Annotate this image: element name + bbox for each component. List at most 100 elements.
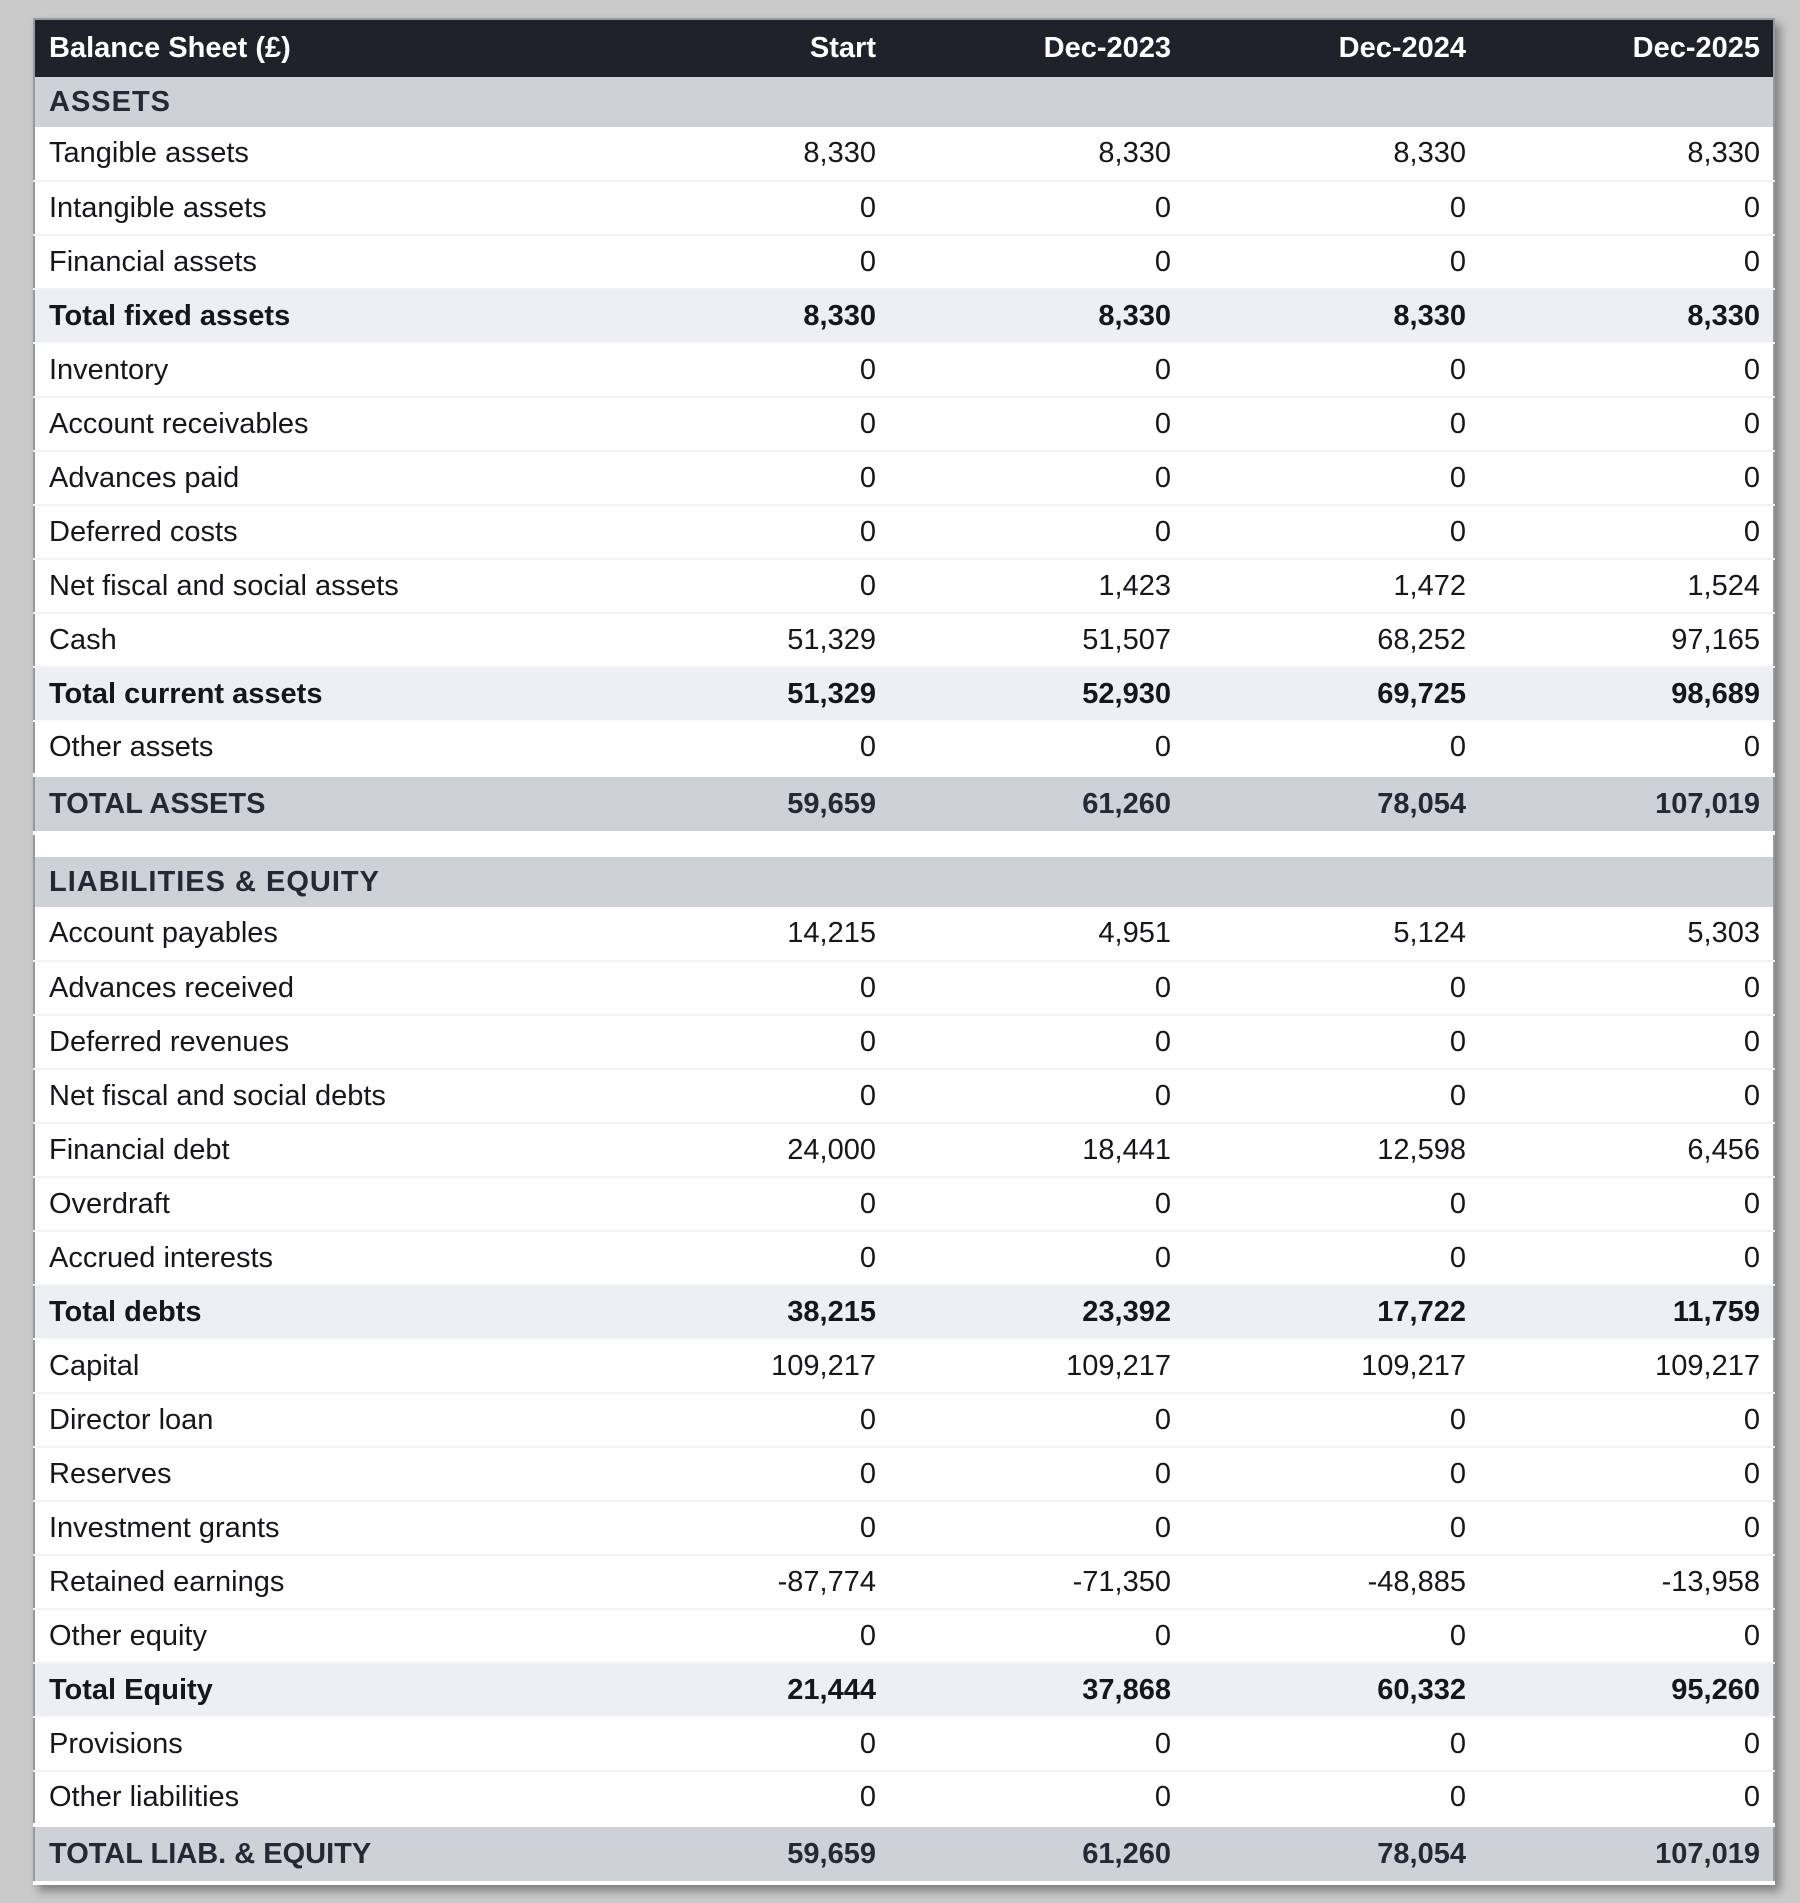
cell-value: 0 <box>1184 961 1479 1016</box>
table-row: Net fiscal and social assets 0 1,423 1,472 1… <box>34 559 1774 614</box>
row-label: Total current assets <box>34 666 594 722</box>
table-row: Accrued interests 0 0 0 0 <box>34 1231 1774 1286</box>
cell-value: 68,252 <box>1184 613 1479 668</box>
cell-value: 0 <box>1479 1447 1774 1502</box>
cell-value: 0 <box>1184 397 1479 452</box>
row-label: Total fixed assets <box>34 288 594 344</box>
table-row: Net fiscal and social debts 0 0 0 0 <box>34 1069 1774 1124</box>
table-row: Provisions 0 0 0 0 <box>34 1717 1774 1772</box>
row-label: Provisions <box>34 1717 594 1772</box>
row-label: Deferred costs <box>34 505 594 560</box>
table-row: Other equity 0 0 0 0 <box>34 1609 1774 1664</box>
cell-value: -13,958 <box>1479 1555 1774 1610</box>
row-label: Total Equity <box>34 1662 594 1718</box>
table-row: Intangible assets 0 0 0 0 <box>34 181 1774 236</box>
column-header: Start <box>809 32 876 64</box>
cell-value: 0 <box>889 721 1184 776</box>
cell-value: 24,000 <box>594 1123 889 1178</box>
cell-value: 0 <box>1184 1501 1479 1556</box>
cell-value: 109,217 <box>1184 1339 1479 1394</box>
cell-value: 78,054 <box>1184 1823 1479 1885</box>
section-spacer <box>34 833 1774 857</box>
cell-value: 4,951 <box>889 907 1184 962</box>
cell-value: 0 <box>1184 721 1479 776</box>
cell-value: 98,689 <box>1479 666 1774 722</box>
cell-value: 0 <box>1479 1609 1774 1664</box>
table-row: TOTAL LIAB. & EQUITY 59,659 61,260 78,054 10… <box>34 1823 1774 1885</box>
cell-value: 51,507 <box>889 613 1184 668</box>
table-row: Total debts 38,215 23,392 17,722 11,759 <box>34 1284 1774 1340</box>
cell-value: 1,524 <box>1479 559 1774 614</box>
table-header-row: Balance Sheet (£) Start Dec-2023 Dec-2024 D… <box>34 19 1774 77</box>
cell-value: 0 <box>594 1177 889 1232</box>
cell-value: 23,392 <box>889 1284 1184 1340</box>
cell-value: 95,260 <box>1479 1662 1774 1718</box>
cell-value: 0 <box>594 505 889 560</box>
cell-value: 0 <box>1479 1231 1774 1286</box>
cell-value: 0 <box>594 721 889 776</box>
cell-value: 109,217 <box>594 1339 889 1394</box>
cell-value: 0 <box>1184 181 1479 236</box>
cell-value: 51,329 <box>594 613 889 668</box>
cell-value: 0 <box>1479 397 1774 452</box>
row-label: Other liabilities <box>34 1771 594 1826</box>
cell-value: 0 <box>889 1447 1184 1502</box>
section-title: ASSETS <box>34 77 1774 127</box>
section-title: LIABILITIES & EQUITY <box>34 857 1774 907</box>
cell-value: 0 <box>594 181 889 236</box>
row-label: Other equity <box>34 1609 594 1664</box>
cell-value: 0 <box>1479 1015 1774 1070</box>
cell-value: 8,330 <box>1479 127 1774 182</box>
cell-value: 0 <box>1184 235 1479 290</box>
cell-value: 0 <box>1479 1177 1774 1232</box>
cell-value: 0 <box>594 343 889 398</box>
cell-value: 0 <box>594 1069 889 1124</box>
table-row: Advances received 0 0 0 0 <box>34 961 1774 1016</box>
cell-value: 0 <box>1184 1717 1479 1772</box>
table-title: Balance Sheet (£) <box>49 32 291 64</box>
cell-value: 1,423 <box>889 559 1184 614</box>
cell-value: 0 <box>1479 235 1774 290</box>
cell-value: 0 <box>1479 1393 1774 1448</box>
cell-value: 0 <box>594 1501 889 1556</box>
cell-value: 5,124 <box>1184 907 1479 962</box>
cell-value: 52,930 <box>889 666 1184 722</box>
cell-value: 0 <box>889 1015 1184 1070</box>
cell-value: 0 <box>594 559 889 614</box>
table-row: Account receivables 0 0 0 0 <box>34 397 1774 452</box>
cell-value: -87,774 <box>594 1555 889 1610</box>
cell-value: 21,444 <box>594 1662 889 1718</box>
cell-value: -71,350 <box>889 1555 1184 1610</box>
table-row: Financial assets 0 0 0 0 <box>34 235 1774 290</box>
table-row: Deferred costs 0 0 0 0 <box>34 505 1774 560</box>
cell-value: 38,215 <box>594 1284 889 1340</box>
table-row: Retained earnings -87,774 -71,350 -48,885 -1… <box>34 1555 1774 1610</box>
table-row: Director loan 0 0 0 0 <box>34 1393 1774 1448</box>
row-label: Net fiscal and social assets <box>34 559 594 614</box>
row-label: Investment grants <box>34 1501 594 1556</box>
cell-value: 0 <box>1184 505 1479 560</box>
cell-value: 0 <box>889 1609 1184 1664</box>
cell-value: 0 <box>1184 451 1479 506</box>
cell-value: 37,868 <box>889 1662 1184 1718</box>
row-label: Inventory <box>34 343 594 398</box>
cell-value: 0 <box>594 1447 889 1502</box>
cell-value: 0 <box>889 1771 1184 1826</box>
row-label: Financial debt <box>34 1123 594 1178</box>
cell-value: 0 <box>889 343 1184 398</box>
cell-value: 0 <box>1479 343 1774 398</box>
table-row: Advances paid 0 0 0 0 <box>34 451 1774 506</box>
cell-value: 17,722 <box>1184 1284 1479 1340</box>
row-label: Advances paid <box>34 451 594 506</box>
cell-value: 109,217 <box>1479 1339 1774 1394</box>
cell-value: 0 <box>594 1717 889 1772</box>
cell-value: 8,330 <box>1479 288 1774 344</box>
table-row: Overdraft 0 0 0 0 <box>34 1177 1774 1232</box>
cell-value: 0 <box>1479 181 1774 236</box>
cell-value: 8,330 <box>1184 288 1479 344</box>
cell-value: 0 <box>1184 1447 1479 1502</box>
cell-value: 0 <box>594 397 889 452</box>
cell-value: 0 <box>1184 343 1479 398</box>
cell-value: 59,659 <box>594 773 889 835</box>
